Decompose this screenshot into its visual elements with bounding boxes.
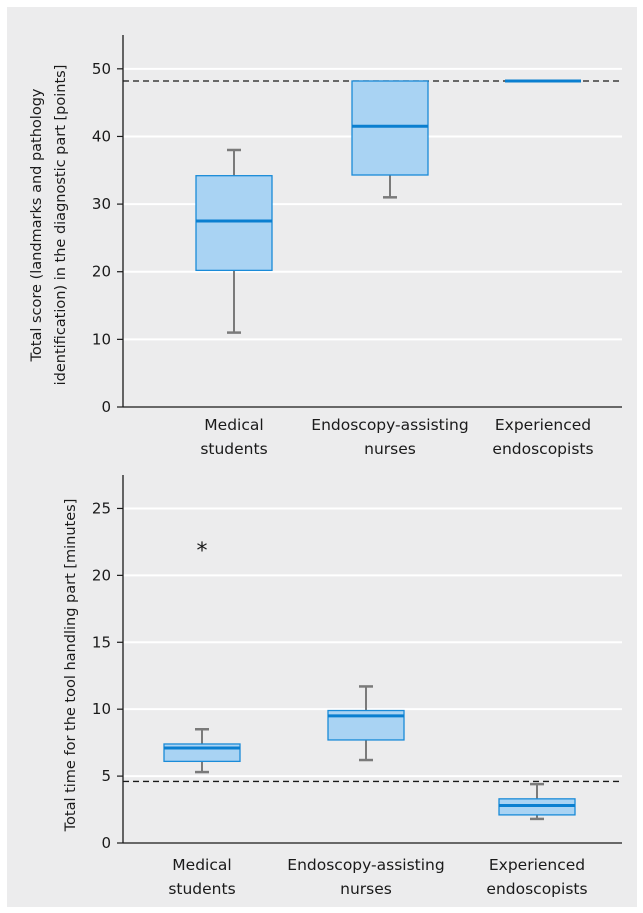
y-tick-label: 30 — [92, 195, 111, 213]
box-iqr — [351, 80, 429, 176]
category-label: endoscopists — [486, 880, 587, 898]
category-label: nurses — [364, 440, 416, 458]
category-label: Endoscopy-assisting — [287, 856, 444, 874]
y-tick-label: 20 — [92, 263, 111, 281]
y-axis-title: identification) in the diagnostic part [… — [53, 65, 69, 386]
box-iqr — [195, 175, 273, 272]
y-tick-label: 50 — [92, 60, 111, 78]
category-label: Medical — [204, 416, 263, 434]
chart-diagnostic-score: 0 10 20 30 40 50 Medical students Endoscopy-assi… — [29, 35, 622, 458]
category-label: nurses — [340, 880, 392, 898]
outlier-marker: * — [197, 539, 208, 564]
y-tick-label: 15 — [92, 633, 111, 651]
y-axis-title: Total score (landmarks and pathology — [29, 88, 45, 362]
y-tick-label: 0 — [101, 398, 111, 416]
y-tick-label: 25 — [92, 499, 111, 517]
category-label: students — [168, 880, 235, 898]
y-tick-label: 0 — [101, 834, 111, 852]
y-tick-label: 20 — [92, 566, 111, 584]
category-label: Experienced — [489, 856, 585, 874]
y-tick-label: 40 — [92, 127, 111, 145]
chart-tool-handling-time: 0 5 10 15 20 25 Medical students Endoscopy-assis… — [63, 475, 622, 898]
y-tick-label: 5 — [101, 767, 111, 785]
category-label: Endoscopy-assisting — [311, 416, 468, 434]
category-label: Experienced — [495, 416, 591, 434]
category-label: students — [200, 440, 267, 458]
category-label: Medical — [172, 856, 231, 874]
category-label: endoscopists — [492, 440, 593, 458]
y-tick-label: 10 — [92, 330, 111, 348]
y-axis-title: Total time for the tool handling part [m… — [63, 499, 79, 833]
y-tick-label: 10 — [92, 700, 111, 718]
figure-panel: 0 10 20 30 40 50 Medical students Endoscopy-assi… — [7, 7, 637, 907]
